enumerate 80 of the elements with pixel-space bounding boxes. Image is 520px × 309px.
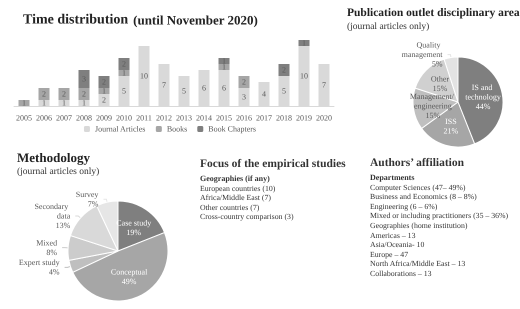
x-tick-label: 2014 [196,114,212,122]
x-tick-label: 2012 [156,114,172,122]
data-label: 5 [122,86,126,96]
slice-label: IS and technology [465,83,501,102]
data-label: 1 [222,62,226,72]
bar [38,88,50,100]
data-label: 7% [88,200,99,209]
chart-subtitle: (journal articles only) [347,22,430,32]
bar [98,76,110,88]
x-tick-label: 2006 [36,114,52,122]
bar [58,88,70,100]
text: Focus of the empirical studies [200,158,347,171]
x-tick-label: 2005 [16,114,32,122]
bar [118,58,130,70]
x-tick-label: 2009 [96,114,112,122]
bar [78,70,90,88]
chart-subtitle: (until November 2020) [133,12,258,28]
data-label: 6 [202,84,206,92]
data-label: 1 [82,98,86,108]
data-label: 10 [300,72,308,80]
data-label: 1 [22,98,26,108]
x-tick-label: 2011 [136,114,152,122]
data-label: 2 [82,90,86,98]
data-label: 2 [102,96,106,104]
text: Geographies (if any) [200,174,271,184]
data-label: 7 [322,80,326,90]
x-tick-label: 2015 [216,114,232,122]
data-label: 44% [476,102,491,112]
data-label: 10 [140,72,148,80]
slice-label: Survey [76,190,98,200]
data-label: 6 [222,84,226,92]
data-label: 1 [62,98,66,108]
slice-label: Conceptual [110,267,148,276]
slice-label: Expert study [18,258,60,268]
x-tick-label: 2017 [256,114,272,122]
data-label: 15% [432,84,448,94]
slice-label: ISS [445,117,457,126]
bar [78,88,90,100]
bar [278,64,290,76]
legend-label: Books [166,124,188,134]
data-label: 5% [432,60,443,69]
data-label: 2 [242,78,246,86]
data-label: 15% [425,110,440,120]
chart-title: Publication outlet disciplinary area [347,7,520,19]
chart-subtitle: (journal articles only) [17,167,100,177]
slice-label: Mixed [36,238,58,248]
legend-label: Journal Articles [94,124,146,134]
x-tick-label: 2018 [276,114,292,122]
data-label: 4 [262,90,266,98]
data-label: 1 [122,68,126,78]
bar [238,76,250,88]
legend-label: Book Chapters [208,124,256,134]
x-tick-label: 2013 [176,114,192,122]
chart-title: Methodology [17,150,90,165]
x-tick-label: 2010 [116,114,132,122]
x-tick-label: 2007 [56,114,72,122]
text: Departments [370,173,416,183]
x-tick-label: 2020 [316,114,332,122]
data-label: 4% [48,268,60,277]
data-label: 3 [242,92,246,102]
x-tick-label: 2019 [296,114,312,122]
data-label: 2 [62,90,66,98]
slice-label: Other [430,74,450,84]
data-label: 19% [126,228,142,238]
data-label: 8% [46,248,58,257]
text: Authors’ affiliation [370,157,466,170]
data-label: 49% [122,276,137,286]
slice-label: Secondary data [34,202,71,220]
data-label: 1 [42,98,46,108]
data-label: 1 [102,86,106,96]
slice-label: Quality management [402,40,444,60]
data-label: 2 [42,90,46,98]
chart-title: Time distribution [23,12,128,28]
x-tick-label: 2008 [76,114,92,122]
data-label: 5 [182,86,186,96]
data-label: 7 [162,80,166,90]
data-label: 21% [444,126,459,136]
data-label: 5 [282,86,286,96]
x-tick-label: 2016 [236,114,252,122]
data-label: 13% [56,220,71,230]
